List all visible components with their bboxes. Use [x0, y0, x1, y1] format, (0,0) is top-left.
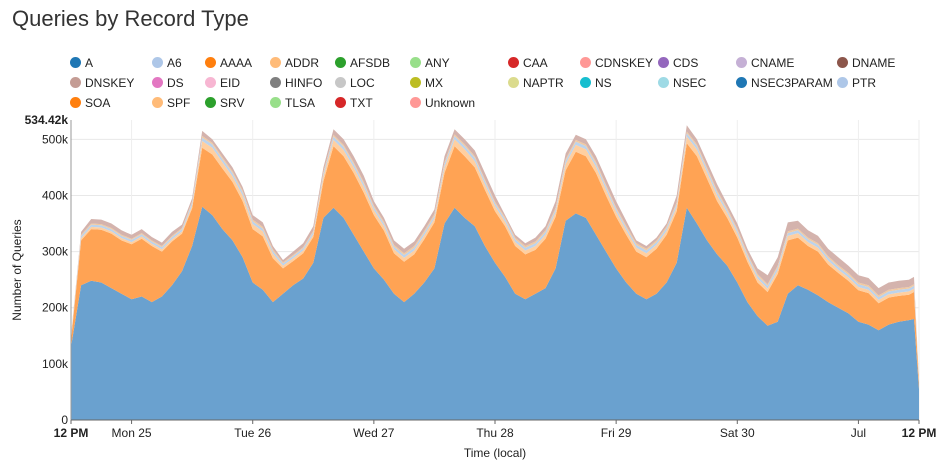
legend-swatch [270, 77, 281, 88]
legend-swatch [70, 77, 81, 88]
area-series-a[interactable] [71, 206, 919, 420]
legend-label: SRV [220, 96, 245, 110]
legend-swatch [410, 77, 421, 88]
legend-swatch [205, 57, 216, 68]
x-tick-label: 12 PM [54, 426, 89, 440]
legend-swatch [837, 57, 848, 68]
x-tick-label: Fri 29 [601, 426, 632, 440]
area-series-dnskey[interactable] [71, 125, 919, 382]
legend-swatch [736, 77, 747, 88]
legend-label: ADDR [285, 56, 320, 70]
legend-label: SOA [85, 96, 111, 110]
legend-label: TLSA [285, 96, 316, 110]
legend-swatch [270, 97, 281, 108]
legend-swatch [70, 97, 81, 108]
legend-label: HINFO [285, 76, 323, 90]
legend-swatch [508, 57, 519, 68]
legend-label: CDNSKEY [595, 56, 654, 70]
legend-swatch [335, 57, 346, 68]
legend-swatch [152, 57, 163, 68]
x-tick-label: Thu 28 [476, 426, 514, 440]
legend-swatch [152, 97, 163, 108]
legend-label: SPF [167, 96, 191, 110]
y-tick-label: 500k [42, 132, 69, 146]
legend-label: NS [595, 76, 612, 90]
legend-swatch [580, 57, 591, 68]
legend-label: NSEC3PARAM [751, 76, 833, 90]
legend-label: TXT [350, 96, 373, 110]
chart-title: Queries by Record Type [12, 6, 249, 31]
chart-areas [71, 125, 919, 420]
legend-label: PTR [852, 76, 876, 90]
legend-label: DNAME [852, 56, 896, 70]
y-max-label: 534.42k [25, 113, 69, 127]
legend-label: DS [167, 76, 184, 90]
x-tick-label: Mon 25 [112, 426, 152, 440]
legend-label: AFSDB [350, 56, 391, 70]
y-axis-title: Number of Queries [10, 219, 24, 320]
legend-label: CAA [523, 56, 548, 70]
legend-swatch [736, 57, 747, 68]
legend-label: NAPTR [523, 76, 564, 90]
legend-swatch [335, 77, 346, 88]
legend-label: DNSKEY [85, 76, 135, 90]
legend-swatch [410, 97, 421, 108]
legend-swatch [658, 77, 669, 88]
legend-swatch [508, 77, 519, 88]
x-tick-label: Tue 26 [234, 426, 271, 440]
legend-swatch [270, 57, 281, 68]
y-tick-label: 100k [42, 357, 69, 371]
legend-label: CDS [673, 56, 699, 70]
x-tick-label: Jul [851, 426, 866, 440]
chart-axes: 0 100k 200k 300k 400k 500k 534.42k 12 PM Mon 25 T… [10, 113, 936, 460]
x-tick-label: Wed 27 [353, 426, 394, 440]
area-series-aaaa[interactable] [71, 143, 919, 390]
legend-label: LOC [350, 76, 375, 90]
y-tick-label: 300k [42, 245, 69, 259]
y-tick-label: 0 [61, 413, 68, 427]
legend-swatch [580, 77, 591, 88]
legend-label: NSEC [673, 76, 707, 90]
legend-label: CNAME [751, 56, 795, 70]
legend-label: A [85, 56, 94, 70]
legend-swatch [410, 57, 421, 68]
legend-label: A6 [167, 56, 182, 70]
legend-label: EID [220, 76, 241, 90]
y-tick-label: 400k [42, 188, 69, 202]
legend-swatch [837, 77, 848, 88]
legend-label: AAAA [220, 56, 253, 70]
legend-swatch [205, 77, 216, 88]
y-tick-label: 200k [42, 301, 69, 315]
legend-swatch [152, 77, 163, 88]
legend-label: ANY [425, 56, 450, 70]
x-axis-title: Time (local) [464, 446, 526, 460]
x-tick-label: Sat 30 [720, 426, 755, 440]
legend-label: Unknown [425, 96, 476, 110]
legend-swatch [335, 97, 346, 108]
legend-swatch [205, 97, 216, 108]
legend-label: MX [425, 76, 443, 90]
legend-swatch [658, 57, 669, 68]
legend-swatch [70, 57, 81, 68]
x-tick-label: 12 PM [902, 426, 937, 440]
